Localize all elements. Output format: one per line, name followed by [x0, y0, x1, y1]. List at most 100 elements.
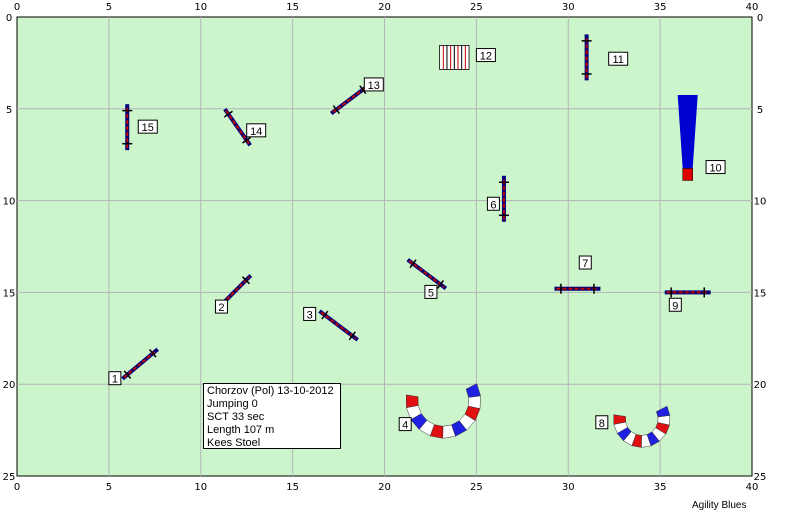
jump-bar	[320, 311, 357, 340]
number-text: 13	[368, 80, 380, 92]
obstacles-layer	[121, 34, 711, 448]
obstacle-number-7: 7	[578, 255, 592, 270]
number-text: 1	[112, 374, 118, 386]
number-text: 4	[402, 420, 408, 432]
obstacle-number-10: 10	[705, 160, 726, 175]
jump-bar	[332, 86, 367, 114]
table-end	[682, 168, 693, 181]
x-tick-label-bottom: 20	[378, 482, 391, 493]
standard-course-time: SCT 33 sec	[207, 411, 265, 423]
x-tick-label-top: 5	[106, 2, 112, 13]
number-text: 14	[250, 126, 262, 138]
x-tick-label-top: 30	[562, 2, 575, 13]
number-text: 6	[490, 199, 496, 211]
table-body	[677, 95, 698, 169]
obstacle-number-14: 14	[246, 123, 267, 138]
wall-obstacle-12	[439, 44, 470, 70]
y-tick-label-right: 25	[754, 472, 767, 483]
tunnel-obstacle-8	[613, 405, 671, 448]
tunnel-segment	[405, 394, 419, 408]
x-tick-label-bottom: 5	[106, 482, 112, 493]
obstacle-number-2: 2	[214, 299, 228, 314]
number-text: 10	[709, 163, 721, 175]
number-text: 8	[599, 418, 605, 430]
obstacle-number-5: 5	[424, 284, 438, 299]
x-tick-label-top: 40	[746, 2, 759, 13]
obstacle-number-13: 13	[363, 77, 384, 92]
obstacle-number-12: 12	[475, 48, 496, 63]
jump-obstacle-11	[581, 34, 592, 81]
number-text: 2	[218, 302, 224, 314]
y-tick-label-left: 15	[3, 288, 16, 299]
y-tick-label-left: 25	[3, 472, 16, 483]
x-tick-label-top: 10	[194, 2, 207, 13]
number-box	[137, 119, 158, 134]
x-tick-label-bottom: 0	[14, 482, 20, 493]
x-tick-label-bottom: 35	[654, 482, 667, 493]
number-box	[398, 417, 412, 432]
jump-wing-post	[348, 331, 356, 341]
jump-wing-post	[332, 105, 340, 115]
obstacle-number-1: 1	[108, 371, 122, 386]
jump-obstacle-15	[122, 104, 133, 151]
number-box	[214, 299, 228, 314]
tunnel-segment	[613, 414, 626, 425]
number-text: 15	[142, 122, 154, 134]
x-tick-label-bottom: 10	[194, 482, 207, 493]
number-box	[705, 160, 726, 175]
jump-wing-post	[321, 310, 329, 320]
y-tick-label-left: 5	[6, 105, 12, 116]
jump-wing-post	[409, 259, 417, 269]
jump-obstacle-14	[223, 107, 252, 147]
jump-wing-post	[436, 279, 445, 289]
y-tick-label-right: 5	[757, 105, 763, 116]
y-tick-label-left: 0	[6, 13, 12, 24]
x-tick-label-bottom: 15	[286, 482, 299, 493]
number-box	[424, 284, 438, 299]
jump-obstacle-3	[318, 309, 359, 342]
jump-wing-post	[223, 110, 233, 118]
number-text: 5	[428, 287, 434, 299]
number-box	[608, 51, 629, 66]
jump-obstacle-9	[664, 287, 711, 298]
number-box	[303, 306, 317, 321]
x-tick-label-top: 20	[378, 2, 391, 13]
y-tick-label-left: 20	[3, 380, 16, 391]
jump-wing-post	[123, 370, 132, 379]
number-text: 11	[612, 54, 623, 66]
grid-lines	[17, 17, 752, 476]
x-tick-label-top: 15	[286, 2, 299, 13]
obstacle-number-15: 15	[137, 119, 158, 134]
run-name: Jumping 0	[207, 398, 258, 410]
number-text: 3	[307, 309, 313, 321]
x-tick-label-bottom: 30	[562, 482, 575, 493]
jump-bar	[225, 110, 250, 145]
number-text: 12	[480, 51, 492, 63]
jump-obstacle-1	[121, 347, 159, 381]
obstacle-number-11: 11	[608, 51, 629, 66]
number-box	[363, 77, 384, 92]
x-tick-label-top: 0	[14, 2, 20, 13]
x-tick-label-bottom: 40	[746, 482, 759, 493]
jump-obstacle-5	[406, 258, 448, 291]
obstacle-number-3: 3	[303, 306, 317, 321]
judge-name: Kees Stoel	[207, 437, 261, 449]
y-tick-label-right: 0	[757, 13, 763, 24]
jump-wing-post	[148, 349, 157, 358]
x-tick-label-top: 35	[654, 2, 667, 13]
y-tick-label-left: 10	[3, 197, 16, 208]
number-box	[475, 48, 496, 63]
jump-wing-post	[359, 85, 367, 95]
jump-obstacle-13	[330, 84, 370, 116]
number-box	[246, 123, 267, 138]
course-info-box: Chorzov (Pol) 13-10-2012 Jumping 0 SCT 3…	[203, 383, 341, 449]
obstacle-number-6: 6	[486, 196, 500, 211]
number-box	[595, 415, 609, 430]
course-length: Length 107 m	[207, 424, 275, 436]
y-tick-label-right: 20	[754, 380, 767, 391]
credit-text: Agility Blues	[692, 500, 747, 511]
number-box	[668, 297, 682, 312]
